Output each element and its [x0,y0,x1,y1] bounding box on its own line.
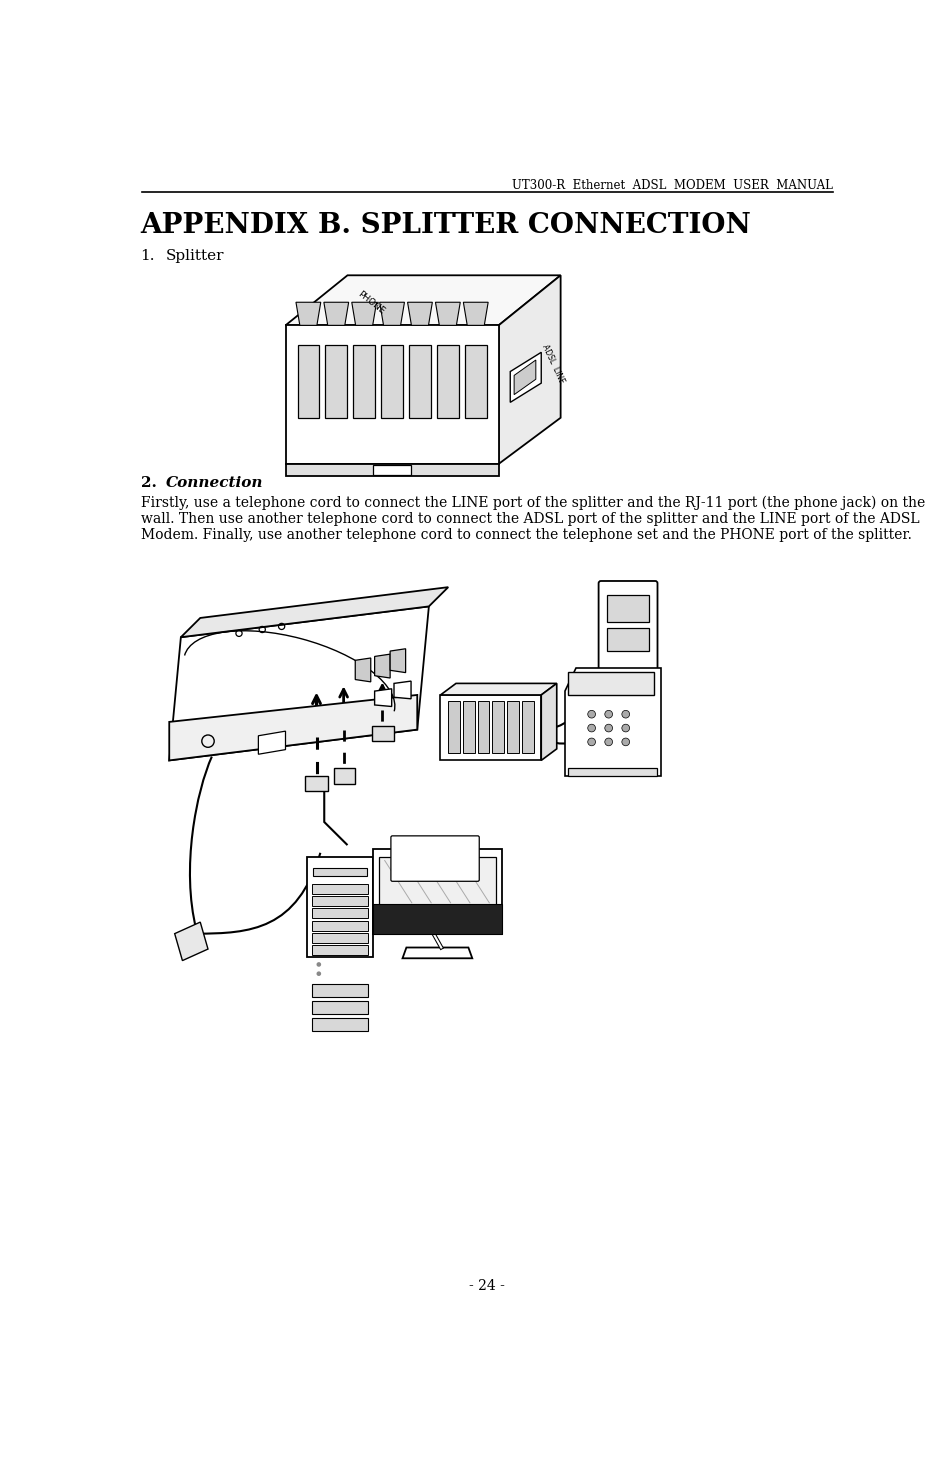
Polygon shape [312,921,368,930]
Text: 2.: 2. [141,476,157,491]
Polygon shape [285,464,498,476]
Polygon shape [390,648,406,673]
Circle shape [622,724,630,731]
Polygon shape [379,857,496,907]
Polygon shape [356,658,371,682]
Polygon shape [463,701,475,753]
Circle shape [622,711,630,718]
Polygon shape [507,701,519,753]
Polygon shape [314,869,367,876]
Polygon shape [463,302,488,326]
Polygon shape [312,908,368,918]
Polygon shape [541,683,556,761]
Polygon shape [259,731,285,755]
Text: APPENDIX B. SPLITTER CONNECTION: APPENDIX B. SPLITTER CONNECTION [141,212,751,239]
Polygon shape [352,302,377,326]
Polygon shape [436,302,460,326]
Polygon shape [324,302,349,326]
Text: Splitter: Splitter [165,250,223,263]
Polygon shape [381,345,403,418]
Polygon shape [354,345,375,418]
Polygon shape [448,701,460,753]
Polygon shape [379,302,404,326]
Text: 1.: 1. [141,250,155,263]
Polygon shape [312,945,368,955]
Polygon shape [375,654,390,677]
Polygon shape [498,276,561,464]
Circle shape [317,971,321,975]
Polygon shape [372,726,394,742]
Polygon shape [437,345,458,418]
Circle shape [588,739,595,746]
Circle shape [317,962,321,967]
Polygon shape [312,896,368,905]
Polygon shape [373,904,502,933]
Circle shape [622,739,630,746]
Polygon shape [607,594,649,622]
Circle shape [605,724,612,731]
FancyBboxPatch shape [391,837,479,882]
Polygon shape [394,680,411,699]
Polygon shape [285,276,561,326]
Polygon shape [312,1000,368,1013]
Polygon shape [440,683,556,695]
Polygon shape [375,689,392,707]
Polygon shape [334,768,356,784]
Polygon shape [325,345,347,418]
Polygon shape [373,848,502,933]
Polygon shape [169,606,429,761]
Polygon shape [409,345,431,418]
Polygon shape [298,345,320,418]
Polygon shape [373,466,412,474]
Text: PHONE: PHONE [356,289,386,315]
Polygon shape [569,672,653,695]
Polygon shape [569,768,657,775]
Text: Connection: Connection [165,476,262,491]
Polygon shape [522,701,534,753]
Polygon shape [312,984,368,997]
Polygon shape [312,933,368,943]
Polygon shape [465,345,487,418]
Polygon shape [285,326,498,464]
Polygon shape [511,352,541,403]
Polygon shape [607,628,649,651]
Polygon shape [312,883,368,894]
Circle shape [605,739,612,746]
Text: wall. Then use another telephone cord to connect the ADSL port of the splitter a: wall. Then use another telephone cord to… [141,511,920,526]
FancyBboxPatch shape [598,581,657,670]
Polygon shape [493,701,504,753]
Polygon shape [565,669,661,775]
Polygon shape [296,302,320,326]
Circle shape [588,711,595,718]
Circle shape [605,711,612,718]
Text: ADSL  LINE: ADSL LINE [540,343,566,385]
Text: Modem. Finally, use another telephone cord to connect the telephone set and the : Modem. Finally, use another telephone co… [141,527,911,542]
Polygon shape [169,695,417,761]
Polygon shape [175,923,208,961]
Text: Firstly, use a telephone cord to connect the LINE port of the splitter and the R: Firstly, use a telephone cord to connect… [141,495,924,510]
Polygon shape [440,695,541,761]
Polygon shape [312,1018,368,1031]
Polygon shape [181,587,448,637]
Polygon shape [477,701,490,753]
Polygon shape [514,361,535,394]
Polygon shape [408,302,433,326]
Text: - 24 -: - 24 - [469,1279,505,1292]
Circle shape [588,724,595,731]
Polygon shape [307,857,373,956]
Polygon shape [402,948,473,958]
Polygon shape [305,775,328,791]
Text: UT300-R  Ethernet  ADSL  MODEM  USER  MANUAL: UT300-R Ethernet ADSL MODEM USER MANUAL [512,178,833,191]
